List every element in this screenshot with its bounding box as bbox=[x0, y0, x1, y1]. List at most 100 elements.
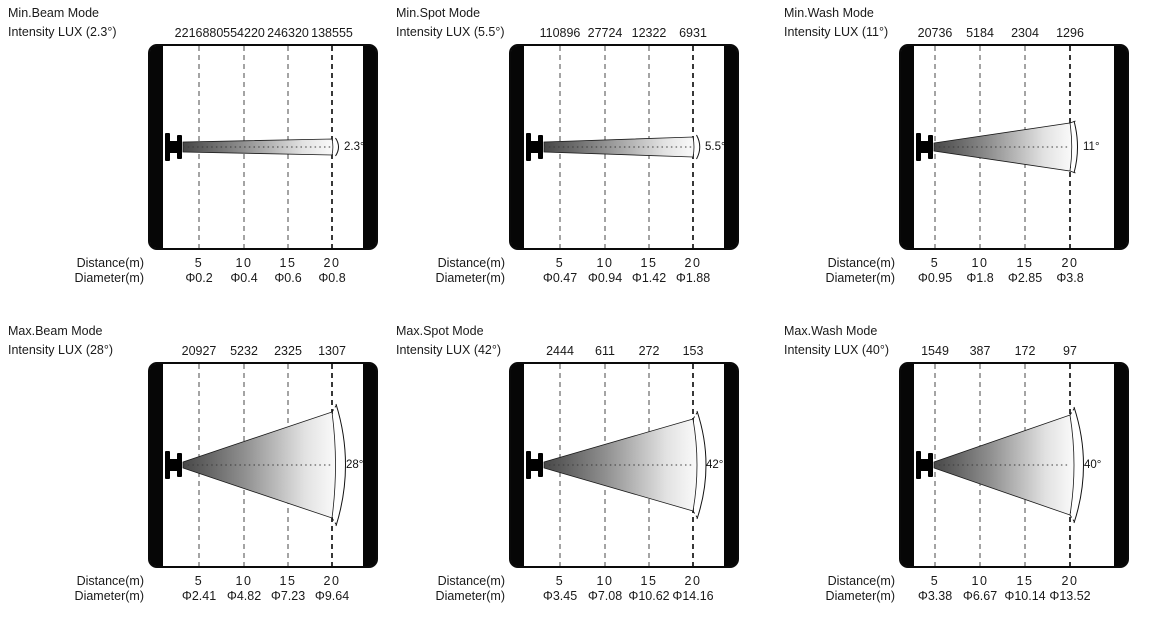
diameter-row-label: Diameter(m) bbox=[825, 589, 895, 603]
distance-value: 20 bbox=[684, 256, 702, 270]
diameter-row-label: Diameter(m) bbox=[74, 589, 144, 603]
distance-value: 5 bbox=[194, 574, 204, 588]
angle-extension-top bbox=[692, 411, 698, 420]
panel-max-beam-mode: Max.Beam Mode Intensity LUX (28°) 20927 … bbox=[0, 318, 388, 623]
diameter-value: Φ0.6 bbox=[274, 271, 302, 285]
panel-title: Min.Wash Mode bbox=[784, 6, 874, 20]
intensity-value: 2325 bbox=[274, 344, 302, 358]
panel-min-wash-mode: Min.Wash Mode Intensity LUX (11°) 20736 … bbox=[776, 0, 1164, 305]
intensity-value: 20736 bbox=[917, 26, 953, 40]
beam-angle-label: 2.3° bbox=[344, 141, 363, 153]
intensity-axis-label: Intensity LUX (42°) bbox=[396, 343, 502, 357]
beam-frame: 11° bbox=[899, 44, 1129, 250]
distance-value: 15 bbox=[279, 574, 297, 588]
distance-value: 10 bbox=[235, 256, 253, 270]
diameter-value: Φ3.8 bbox=[1056, 271, 1084, 285]
diameter-value: Φ7.23 bbox=[270, 589, 306, 603]
frame-side-bar-right bbox=[724, 46, 737, 248]
fixture-icon bbox=[916, 451, 933, 479]
distance-row-label: Distance(m) bbox=[827, 256, 895, 270]
angle-extension-bottom bbox=[692, 510, 698, 519]
distance-row-label: Distance(m) bbox=[76, 256, 144, 270]
distance-value: 15 bbox=[640, 256, 658, 270]
diameter-value: Φ1.88 bbox=[675, 271, 711, 285]
intensity-value: 1296 bbox=[1056, 26, 1084, 40]
panel-max-spot-mode: Max.Spot Mode Intensity LUX (42°) 2444 6… bbox=[388, 318, 776, 623]
beam-angle-label: 40° bbox=[1084, 459, 1101, 471]
distance-value: 15 bbox=[640, 574, 658, 588]
diameter-value: Φ3.38 bbox=[917, 589, 953, 603]
frame-side-bar-left bbox=[901, 46, 914, 248]
intensity-value: 27724 bbox=[587, 26, 623, 40]
frame-side-bar-right bbox=[1114, 46, 1127, 248]
frame-side-bar-left bbox=[901, 364, 914, 566]
beam-cone bbox=[543, 136, 695, 158]
frame-side-bar-left bbox=[150, 364, 163, 566]
distance-row-label: Distance(m) bbox=[76, 574, 144, 588]
intensity-value: 2304 bbox=[1011, 26, 1039, 40]
beam-diagram: 11° bbox=[916, 46, 1100, 248]
intensity-value: 1549 bbox=[921, 344, 949, 358]
intensity-value: 20927 bbox=[181, 344, 217, 358]
diameter-row-label: Diameter(m) bbox=[825, 271, 895, 285]
beam-diagram: 28° bbox=[165, 364, 363, 566]
beam-cone bbox=[182, 138, 334, 156]
beam-diagram: 5.5° bbox=[526, 46, 724, 248]
beam-frame: 5.5° bbox=[509, 44, 739, 250]
intensity-axis-label: Intensity LUX (28°) bbox=[8, 343, 114, 357]
distance-value: 5 bbox=[930, 256, 940, 270]
beam-angle-arc bbox=[1073, 120, 1078, 174]
panel-min-spot-mode: Min.Spot Mode Intensity LUX (5.5°) 11089… bbox=[388, 0, 776, 305]
distance-row-label: Distance(m) bbox=[827, 574, 895, 588]
beam-cone bbox=[933, 122, 1073, 172]
diameter-value: Φ10.62 bbox=[628, 589, 670, 603]
diameter-value: Φ4.82 bbox=[226, 589, 262, 603]
intensity-axis-label: Intensity LUX (5.5°) bbox=[396, 25, 505, 39]
beam-angle-arc bbox=[696, 410, 707, 520]
beam-angle-arc-tick-bottom bbox=[1069, 170, 1076, 174]
distance-value: 15 bbox=[279, 256, 297, 270]
beam-frame: 2.3° bbox=[148, 44, 378, 250]
diameter-value: Φ1.8 bbox=[966, 271, 994, 285]
beam-angle-arc bbox=[335, 137, 339, 157]
distance-value: 10 bbox=[971, 256, 989, 270]
angle-extension-top bbox=[331, 404, 337, 413]
distance-value: 20 bbox=[1061, 256, 1079, 270]
distance-value: 10 bbox=[596, 574, 614, 588]
diameter-value: Φ13.52 bbox=[1049, 589, 1091, 603]
beam-angle-label: 42° bbox=[706, 459, 723, 471]
intensity-axis-label: Intensity LUX (11°) bbox=[784, 25, 889, 39]
distance-value: 5 bbox=[555, 574, 565, 588]
beam-cone bbox=[933, 414, 1075, 516]
intensity-value: 153 bbox=[682, 344, 704, 358]
beam-angle-label: 28° bbox=[346, 459, 363, 471]
diameter-value: Φ14.16 bbox=[672, 589, 714, 603]
frame-side-bar-left bbox=[150, 46, 163, 248]
distance-value: 10 bbox=[596, 256, 614, 270]
fixture-icon bbox=[916, 133, 933, 161]
intensity-value: 172 bbox=[1014, 344, 1036, 358]
intensity-value: 272 bbox=[638, 344, 660, 358]
beam-angle-arc bbox=[696, 134, 701, 160]
fixture-icon bbox=[526, 133, 543, 161]
beam-frame: 28° bbox=[148, 362, 378, 568]
intensity-value: 611 bbox=[595, 344, 615, 358]
distance-value: 5 bbox=[930, 574, 940, 588]
distance-value: 20 bbox=[323, 574, 341, 588]
beam-diagram: 40° bbox=[916, 364, 1101, 566]
intensity-value: 387 bbox=[969, 344, 991, 358]
intensity-axis-label: Intensity LUX (40°) bbox=[784, 343, 890, 357]
fixture-icon bbox=[165, 133, 182, 161]
diameter-value: Φ0.8 bbox=[318, 271, 346, 285]
diameter-value: Φ0.94 bbox=[587, 271, 623, 285]
beam-angle-arc bbox=[1073, 406, 1084, 524]
frame-side-bar-left bbox=[511, 46, 524, 248]
panel-title: Min.Spot Mode bbox=[396, 6, 481, 20]
distance-value: 20 bbox=[323, 256, 341, 270]
panel-title: Max.Spot Mode bbox=[396, 324, 484, 338]
distance-value: 15 bbox=[1016, 574, 1034, 588]
angle-extension-bottom bbox=[1069, 514, 1075, 523]
distance-value: 5 bbox=[555, 256, 565, 270]
diameter-value: Φ0.4 bbox=[230, 271, 258, 285]
